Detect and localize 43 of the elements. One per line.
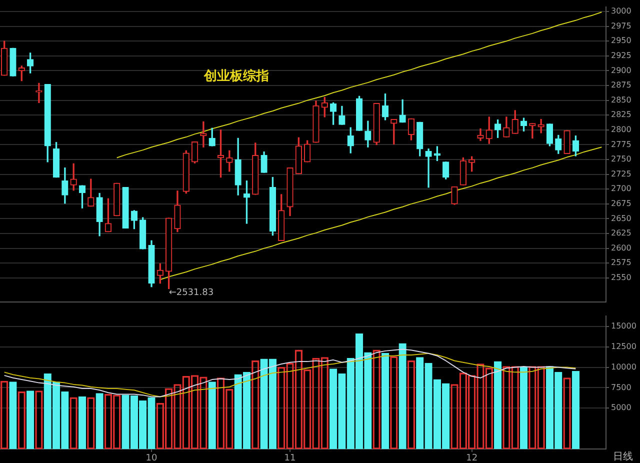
bar xyxy=(494,361,502,449)
y-tick-label: 3000 xyxy=(611,6,632,16)
bar xyxy=(381,353,390,449)
y-tick-label: 2700 xyxy=(611,184,632,194)
bar xyxy=(78,396,86,449)
x-tick-label: 11 xyxy=(284,454,296,463)
y-tick-label: 7500 xyxy=(611,382,632,392)
text: 创业板综指 xyxy=(202,68,269,84)
bar xyxy=(520,366,528,449)
candlestick xyxy=(538,118,544,134)
candlestick xyxy=(200,121,207,148)
y-tick-label: 15000 xyxy=(611,322,636,330)
y-tick-label: 5000 xyxy=(611,403,632,412)
y-tick-label: 2875 xyxy=(611,80,632,90)
y-tick-label: 2550 xyxy=(611,273,632,282)
bar xyxy=(26,390,34,449)
bar xyxy=(96,393,104,449)
y-tick-label: 2675 xyxy=(611,199,632,208)
annotation: ←2531.83 xyxy=(168,288,214,298)
y-tick-label: 2600 xyxy=(611,243,632,252)
y-tick-label: 10000 xyxy=(611,362,636,372)
bar xyxy=(572,371,580,449)
candlestick xyxy=(425,148,432,188)
y-tick-label: 2650 xyxy=(611,214,632,223)
bar xyxy=(398,343,406,449)
y-tick-label: 2625 xyxy=(611,228,632,238)
y-tick-label: 2825 xyxy=(611,110,632,120)
y-tick-label: 2900 xyxy=(611,66,632,75)
x-tick-label: 10 xyxy=(146,454,158,463)
y-tick-label: 2750 xyxy=(611,154,632,164)
y-tick-label: 2775 xyxy=(611,140,632,149)
y-tick-label: 2975 xyxy=(611,21,632,30)
y-tick-label: 2925 xyxy=(611,51,632,60)
y-tick-label: 2800 xyxy=(611,125,632,134)
y-tick-label: 2725 xyxy=(611,169,632,178)
candlestick xyxy=(36,82,42,104)
text: 日线 xyxy=(613,450,633,463)
y-tick-label: 2950 xyxy=(611,36,632,46)
y-tick-label: 12500 xyxy=(611,342,636,351)
y-tick-label: 2850 xyxy=(611,95,632,104)
x-tick-label: 12 xyxy=(466,454,478,463)
bar xyxy=(208,382,216,449)
y-tick-label: 2575 xyxy=(611,258,632,268)
